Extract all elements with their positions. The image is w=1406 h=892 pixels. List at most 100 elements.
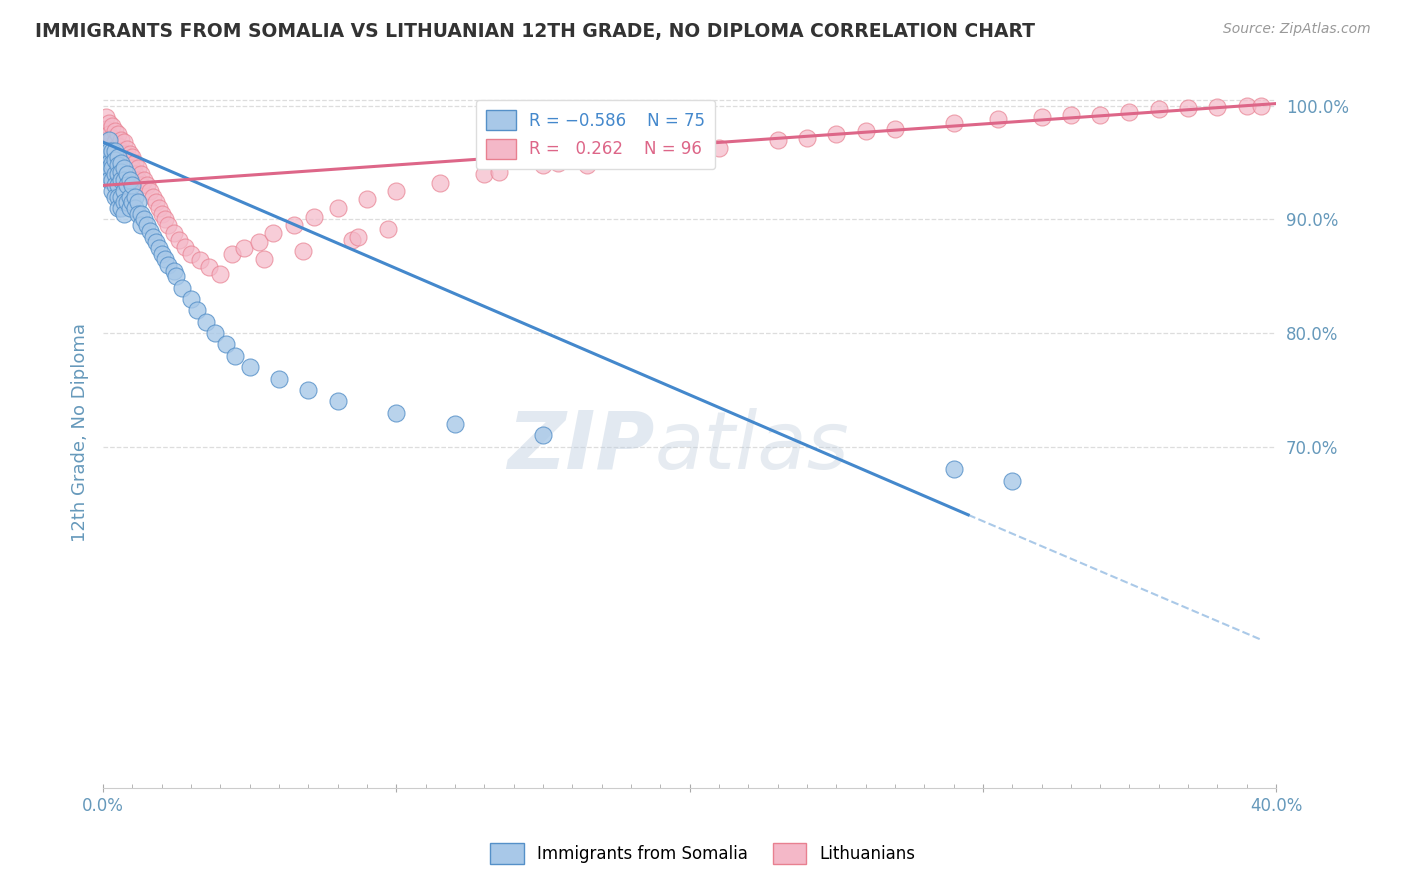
Point	[209, 267, 232, 281]
Point	[112, 158, 135, 172]
Point	[110, 172, 132, 186]
Point	[107, 167, 129, 181]
Point	[165, 269, 187, 284]
Point	[98, 145, 121, 159]
Point	[112, 146, 135, 161]
Point	[197, 260, 219, 275]
Point	[104, 190, 127, 204]
Point	[356, 192, 378, 206]
Point	[101, 153, 124, 168]
Point	[634, 149, 657, 163]
Point	[94, 110, 117, 124]
Point	[98, 138, 121, 153]
Point	[883, 121, 905, 136]
Point	[283, 218, 305, 232]
Point	[1118, 104, 1140, 119]
Point	[224, 349, 246, 363]
Point	[156, 218, 179, 232]
Point	[942, 116, 965, 130]
Point	[124, 190, 146, 204]
Point	[112, 161, 135, 176]
Point	[472, 167, 495, 181]
Point	[267, 371, 290, 385]
Point	[94, 133, 117, 147]
Point	[107, 150, 129, 164]
Point	[531, 428, 554, 442]
Point	[107, 178, 129, 193]
Point	[121, 178, 143, 193]
Point	[107, 190, 129, 204]
Point	[204, 326, 226, 340]
Point	[94, 121, 117, 136]
Point	[110, 133, 132, 147]
Point	[129, 167, 152, 181]
Point	[825, 128, 848, 142]
Text: Source: ZipAtlas.com: Source: ZipAtlas.com	[1223, 22, 1371, 37]
Point	[942, 462, 965, 476]
Point	[101, 130, 124, 145]
Point	[104, 124, 127, 138]
Point	[112, 135, 135, 149]
Point	[101, 145, 124, 159]
Point	[291, 244, 314, 259]
Point	[174, 240, 197, 254]
Point	[377, 221, 399, 235]
Point	[104, 178, 127, 193]
Point	[547, 155, 569, 169]
Point	[129, 178, 152, 193]
Point	[385, 406, 408, 420]
Point	[110, 165, 132, 179]
Point	[124, 155, 146, 169]
Point	[1060, 108, 1083, 122]
Point	[262, 226, 284, 240]
Point	[110, 201, 132, 215]
Point	[94, 155, 117, 169]
Point	[101, 172, 124, 186]
Point	[101, 155, 124, 169]
Point	[129, 218, 152, 232]
Point	[297, 383, 319, 397]
Point	[98, 133, 121, 147]
Point	[169, 233, 191, 247]
Point	[110, 155, 132, 169]
Point	[215, 337, 238, 351]
Point	[121, 150, 143, 164]
Point	[148, 201, 170, 215]
Point	[342, 233, 364, 247]
Point	[986, 112, 1008, 127]
Point	[429, 176, 451, 190]
Point	[142, 190, 165, 204]
Point	[104, 167, 127, 181]
Point	[104, 135, 127, 149]
Point	[304, 210, 326, 224]
Point	[180, 246, 202, 260]
Point	[347, 229, 370, 244]
Point	[150, 246, 173, 260]
Point	[118, 146, 141, 161]
Point	[112, 195, 135, 210]
Point	[112, 207, 135, 221]
Point	[115, 142, 138, 156]
Point	[112, 184, 135, 198]
Point	[172, 280, 194, 294]
Point	[247, 235, 270, 250]
Point	[855, 124, 877, 138]
Point	[134, 172, 156, 186]
Point	[326, 394, 349, 409]
Point	[153, 252, 176, 267]
Point	[98, 155, 121, 169]
Point	[232, 241, 254, 255]
Point	[194, 315, 217, 329]
Point	[488, 165, 510, 179]
Point	[148, 241, 170, 255]
Point	[98, 128, 121, 142]
Y-axis label: 12th Grade, No Diploma: 12th Grade, No Diploma	[72, 323, 89, 542]
Point	[239, 360, 262, 375]
Point	[121, 161, 143, 176]
Point	[127, 161, 149, 176]
Point	[1031, 110, 1053, 124]
Point	[115, 165, 138, 179]
Point	[188, 253, 211, 268]
Point	[127, 195, 149, 210]
Text: atlas: atlas	[654, 408, 849, 485]
